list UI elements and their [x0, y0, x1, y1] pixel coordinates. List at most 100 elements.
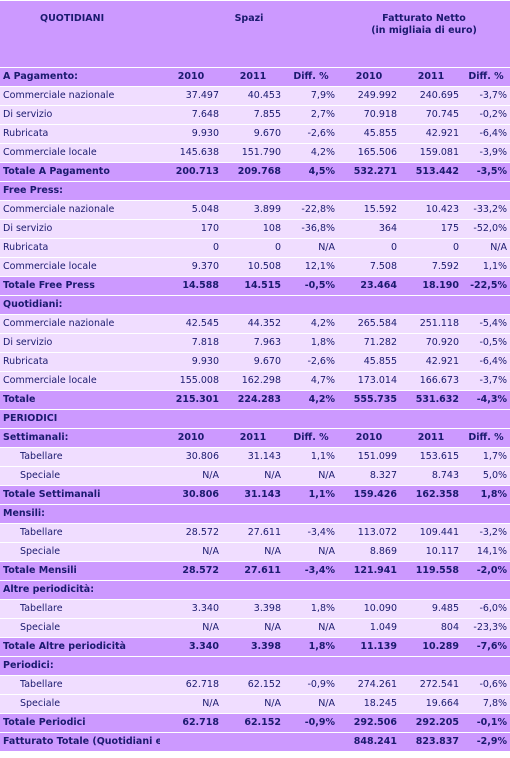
cell-value: 2011 [222, 68, 284, 86]
cell-value: -22,8% [284, 201, 339, 219]
cell-value: 9.930 [160, 353, 222, 371]
cell-value: 170 [160, 220, 222, 238]
table-row: Rubricata 9.930 9.670 -2,6% 45.855 42.921 -6,4… [0, 353, 510, 371]
cell-value: 10.090 [338, 600, 401, 618]
cell-value: 1,1% [284, 448, 339, 466]
cell-value: N/A [284, 467, 339, 485]
cell-value: 3.398 [222, 600, 284, 618]
cell-value [284, 296, 339, 314]
cell-value [160, 505, 222, 523]
cell-value [160, 182, 222, 200]
cell-value [400, 410, 463, 428]
cell-value: 2,7% [284, 106, 339, 124]
cell-value [284, 410, 339, 428]
cell-value: -0,9% [284, 714, 339, 732]
cell-value [400, 182, 463, 200]
cell-value: 119.558 [400, 562, 463, 580]
cell-value: 62.152 [222, 714, 284, 732]
cell-value [222, 581, 284, 599]
cell-value: 175 [400, 220, 463, 238]
cell-value: 45.855 [338, 125, 401, 143]
cell-value [400, 296, 463, 314]
cell-value [222, 505, 284, 523]
table-row: Speciale N/A N/A N/A 1.049 804 -23,3% [0, 619, 510, 637]
cell-value: 2010 [338, 429, 401, 447]
cell-value: 3.340 [160, 638, 222, 656]
cell-value: -33,2% [462, 201, 510, 219]
cell-value: 15.592 [338, 201, 401, 219]
row-label: Settimanali: [0, 429, 160, 447]
row-label: Totale Mensili [0, 562, 160, 580]
cell-value: 31.143 [222, 448, 284, 466]
cell-value: 162.298 [222, 372, 284, 390]
cell-value: 272.541 [400, 676, 463, 694]
cell-value: 823.837 [400, 733, 463, 751]
cell-value: 40.453 [222, 87, 284, 105]
cell-value: 1,8% [462, 486, 510, 504]
cell-value [160, 296, 222, 314]
cell-value: Diff. % [462, 429, 510, 447]
header-quotidiani: QUOTIDIANI [0, 1, 160, 67]
cell-value: N/A [160, 467, 222, 485]
cell-value: 5,0% [462, 467, 510, 485]
cell-value [284, 657, 339, 675]
cell-value: N/A [160, 619, 222, 637]
section-title-row-settimanali: Settimanali: 2010 2011 Diff. % 2010 2011 Diff.… [0, 429, 510, 447]
cell-value: 4,5% [284, 163, 339, 181]
cell-value: 5.048 [160, 201, 222, 219]
cell-value: -6,0% [462, 600, 510, 618]
row-label: Di servizio [0, 334, 160, 352]
cell-value: 4,7% [284, 372, 339, 390]
table-row: Tabellare 28.572 27.611 -3,4% 113.072 109.441… [0, 524, 510, 542]
row-label: Commerciale nazionale [0, 87, 160, 105]
cell-value: 1,8% [284, 334, 339, 352]
total-row-quotidiani: Totale 215.301 224.283 4,2% 555.735 531.632 -4… [0, 391, 510, 409]
cell-value: N/A [222, 695, 284, 713]
cell-value: 532.271 [338, 163, 401, 181]
grand-total-row: Fatturato Totale (Quotidiani e Periodici… [0, 733, 510, 751]
row-label: Rubricata [0, 239, 160, 257]
section-title-row-free-press: Free Press: [0, 182, 510, 200]
header-fatturato-subtitle: (in migliaia di euro) [371, 25, 477, 36]
header-fatturato-title: Fatturato Netto [382, 13, 466, 24]
cell-value [284, 182, 339, 200]
table-row: Commerciale nazionale 5.048 3.899 -22,8% 15.… [0, 201, 510, 219]
cell-value [462, 581, 510, 599]
cell-value: -3,5% [462, 163, 510, 181]
cell-value: -2,9% [462, 733, 510, 751]
cell-value: 18.245 [338, 695, 401, 713]
cell-value: 848.241 [338, 733, 401, 751]
cell-value: 0 [400, 239, 463, 257]
table-row: Tabellare 3.340 3.398 1,8% 10.090 9.485 -6,0% [0, 600, 510, 618]
row-label: Speciale [0, 467, 160, 485]
cell-value: -0,2% [462, 106, 510, 124]
cell-value: -0,5% [462, 334, 510, 352]
cell-value: 14,1% [462, 543, 510, 561]
cell-value: 42.921 [400, 353, 463, 371]
cell-value: -3,7% [462, 372, 510, 390]
cell-value: -3,7% [462, 87, 510, 105]
cell-value: 1,8% [284, 600, 339, 618]
cell-value: -6,4% [462, 125, 510, 143]
section-title-row-quotidiani: Quotidiani: [0, 296, 510, 314]
cell-value [222, 657, 284, 675]
cell-value [338, 296, 401, 314]
cell-value: 2011 [222, 429, 284, 447]
row-label: Commerciale locale [0, 144, 160, 162]
cell-value [160, 657, 222, 675]
row-label: Speciale [0, 619, 160, 637]
cell-value: 7.963 [222, 334, 284, 352]
table-header-row: QUOTIDIANI Spazi Fatturato Netto (in mig… [0, 1, 510, 67]
cell-value: 200.713 [160, 163, 222, 181]
cell-value: 0 [338, 239, 401, 257]
cell-value: 42.921 [400, 125, 463, 143]
cell-value: 27.611 [222, 524, 284, 542]
table-row: Commerciale locale 9.370 10.508 12,1% 7.508 7… [0, 258, 510, 276]
section-title-row-a-pagamento: A Pagamento: 2010 2011 Diff. % 2010 2011 Diff.… [0, 68, 510, 86]
cell-value: 166.673 [400, 372, 463, 390]
cell-value [338, 581, 401, 599]
cell-value: -52,0% [462, 220, 510, 238]
cell-value: 7.818 [160, 334, 222, 352]
cell-value: 162.358 [400, 486, 463, 504]
